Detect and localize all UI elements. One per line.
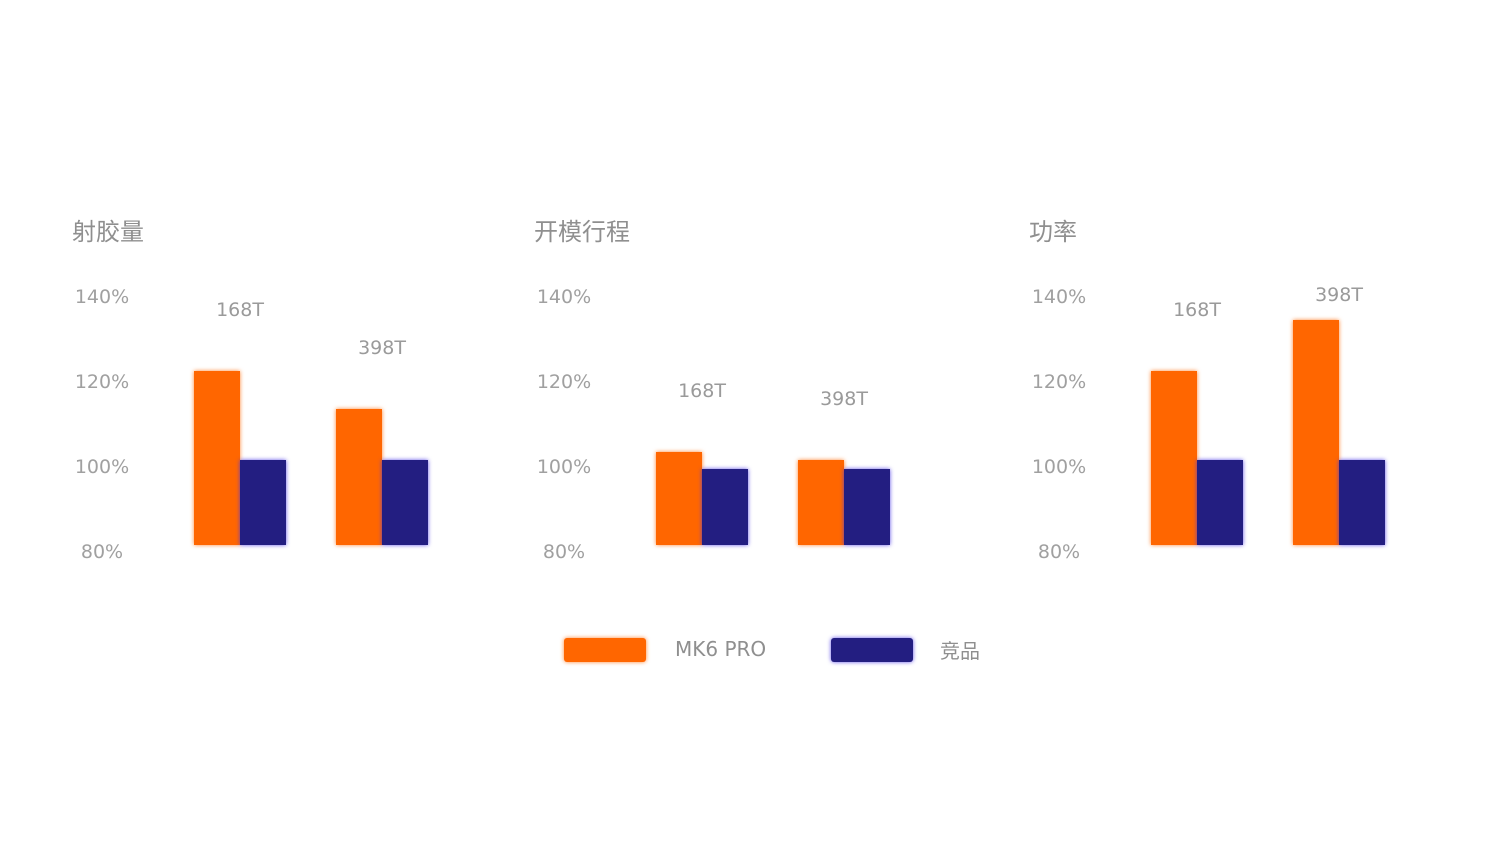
y-tick-label: 140% (536, 286, 592, 308)
bar-mk6-pro (1293, 319, 1339, 545)
category-label: 168T (1173, 298, 1221, 321)
category-label: 168T (678, 379, 726, 402)
legend-swatch-mk6 (564, 638, 646, 662)
category-label: 398T (358, 337, 406, 359)
bar-competitor (702, 468, 748, 545)
bar-competitor (382, 460, 428, 545)
bar-mk6-pro (1151, 370, 1197, 545)
chart-title: 射胶量 (72, 218, 144, 246)
bar-competitor (1197, 460, 1243, 545)
category-label: 398T (1315, 284, 1363, 306)
bar-mk6-pro (336, 409, 382, 545)
chart-power: 功率 140% 120% 100% 80% 168T 398T (1029, 200, 1469, 580)
y-tick-label: 140% (74, 286, 130, 308)
y-tick-label: 100% (1031, 456, 1087, 478)
y-tick-label: 120% (1031, 371, 1087, 393)
bar-competitor (844, 468, 890, 545)
y-tick-label: 80% (1037, 541, 1081, 563)
y-tick-label: 100% (536, 456, 592, 478)
y-tick-label: 80% (80, 541, 124, 563)
y-tick-label: 120% (74, 371, 130, 393)
bar-mk6-pro (656, 451, 702, 545)
chart-mold-opening-stroke: 开模行程 140% 120% 100% 80% 168T 398T (534, 200, 974, 580)
legend-label-mk6: MK6 PRO (675, 637, 767, 661)
legend-label-competitor: 竞品 (940, 639, 980, 663)
legend-swatch-competitor (831, 638, 913, 662)
category-label: 398T (820, 388, 868, 410)
bar-mk6-pro (194, 370, 240, 545)
chart-injection-volume: 射胶量 140% 120% 100% 80% 168T 398T (72, 200, 512, 580)
bar-mk6-pro (798, 460, 844, 545)
y-tick-label: 120% (536, 371, 592, 393)
category-label: 168T (216, 298, 264, 321)
chart-title: 开模行程 (534, 218, 630, 246)
y-tick-label: 80% (542, 541, 586, 563)
bar-competitor (1339, 460, 1385, 545)
bar-competitor (240, 460, 286, 545)
y-tick-label: 140% (1031, 286, 1087, 308)
y-tick-label: 100% (74, 456, 130, 478)
chart-title: 功率 (1029, 218, 1077, 246)
